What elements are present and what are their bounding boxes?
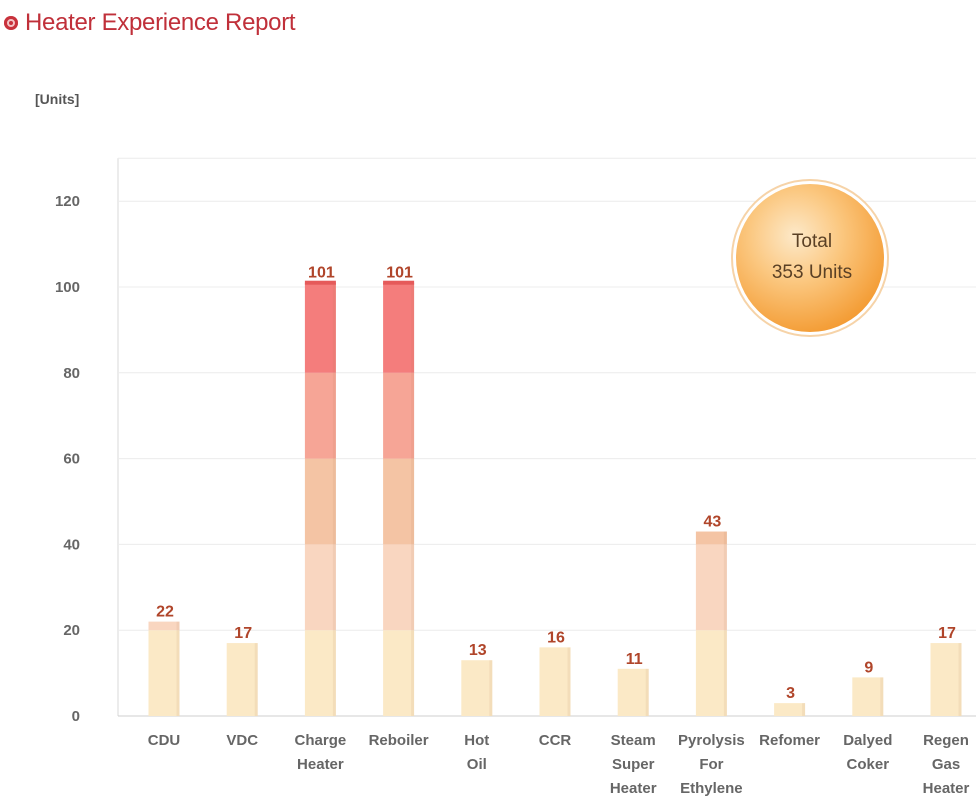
x-tick-label: Regen: [923, 732, 969, 749]
bar-shade: [567, 647, 571, 716]
x-tick-label: Pyrolysis: [678, 732, 745, 749]
bar-shade: [411, 282, 415, 716]
bar-cap: [383, 280, 415, 285]
bar-shade: [958, 643, 962, 716]
x-tick-label: VDC: [226, 732, 258, 749]
bar-segment: [383, 372, 415, 459]
y-tick-label: 80: [63, 365, 80, 382]
bar-segment: [304, 287, 336, 373]
bar-value-label: 13: [469, 642, 487, 659]
bar-segment: [383, 287, 415, 373]
bar-segment: [304, 282, 336, 287]
x-tick-label: Super: [612, 756, 655, 773]
x-tick-label: Ethylene: [680, 780, 743, 797]
bar-segment: [304, 630, 336, 716]
total-badge-line1: Total: [792, 231, 832, 252]
x-tick-label: Hot: [464, 732, 489, 749]
bar: [852, 677, 884, 716]
bar-value-label: 11: [626, 651, 643, 668]
bar-shade: [802, 703, 806, 716]
bar-segment: [930, 643, 962, 716]
bar-value-label: 43: [704, 514, 722, 531]
bar-shade: [723, 531, 727, 716]
y-tick-label: 100: [55, 279, 80, 296]
y-tick-label: 120: [55, 193, 80, 210]
bullet-icon: [4, 16, 18, 30]
bar: [617, 668, 649, 716]
bar-segment: [383, 282, 415, 287]
total-badge-line2: 353 Units: [772, 262, 852, 283]
bar-segment: [461, 660, 493, 716]
bar-segment: [148, 621, 180, 631]
bar-segment: [304, 372, 336, 459]
bar: [304, 280, 336, 716]
x-tick-label: Heater: [297, 756, 344, 773]
bar-layer: [148, 280, 962, 716]
bar: [461, 660, 493, 716]
x-tick-label: Charge: [295, 732, 347, 749]
bar-value-label: 101: [386, 265, 413, 282]
bar-segment: [617, 668, 649, 716]
bar-shade: [254, 643, 258, 716]
bar-segment: [695, 630, 727, 716]
bar: [226, 643, 258, 716]
bar-cap: [304, 280, 336, 285]
y-tick-label: 20: [63, 622, 80, 639]
x-tick-label: Heater: [923, 780, 970, 797]
bar-segment: [148, 630, 180, 716]
bar-value-label: 22: [156, 604, 174, 621]
x-tick-label: For: [699, 756, 723, 773]
x-tick-label: CDU: [148, 732, 181, 749]
bar-value-label: 17: [234, 625, 252, 642]
bar-value-label: 16: [547, 629, 565, 646]
y-tick-label: 40: [63, 536, 80, 553]
bar-segment: [304, 458, 336, 545]
chart-title: Heater Experience Report: [25, 9, 296, 36]
bar-value-label: 9: [864, 659, 873, 676]
bar-shade: [645, 668, 649, 716]
x-tick-label: Heater: [610, 780, 657, 797]
bar: [695, 531, 727, 716]
bar: [930, 643, 962, 716]
bar: [774, 703, 806, 716]
y-tick-label: 60: [63, 451, 80, 468]
x-tick-label: Oil: [467, 756, 487, 773]
bar: [383, 280, 415, 716]
bar-segment: [695, 531, 727, 545]
bar-segment: [226, 643, 258, 716]
bar-shade: [880, 677, 884, 716]
x-tick-label: CCR: [539, 732, 572, 749]
bar-segment: [774, 703, 806, 716]
bar-segment: [852, 677, 884, 716]
bar-value-label: 101: [308, 265, 335, 282]
bar: [148, 621, 180, 716]
bar-value-label: 3: [786, 685, 795, 702]
x-tick-label: Refomer: [759, 732, 820, 749]
chart-title-row: Heater Experience Report: [4, 8, 296, 38]
x-tick-label: Coker: [847, 756, 890, 773]
bar-segment: [383, 544, 415, 631]
bar-segment: [539, 647, 571, 716]
bar-shade: [489, 660, 493, 716]
y-axis-unit-label: [Units]: [35, 91, 79, 107]
x-tick-label: Reboiler: [369, 732, 429, 749]
x-tick-label: Dalyed: [843, 732, 892, 749]
bar-value-label: 17: [938, 625, 956, 642]
bar-segment: [383, 458, 415, 545]
x-tick-label: Steam: [611, 732, 656, 749]
total-badge: Total 353 Units: [731, 179, 889, 337]
x-tick-label: Gas: [932, 756, 960, 773]
bar-segment: [304, 544, 336, 631]
label-layer: 0 20 40 60 80 100 120 [Units] 22 CDU 17 VDC 101 Charg…: [35, 91, 970, 797]
bar-shade: [332, 282, 336, 716]
bar-shade: [176, 621, 180, 716]
bar-segment: [383, 630, 415, 716]
bar-segment: [695, 544, 727, 631]
y-tick-label: 0: [72, 708, 80, 725]
bar: [539, 647, 571, 716]
